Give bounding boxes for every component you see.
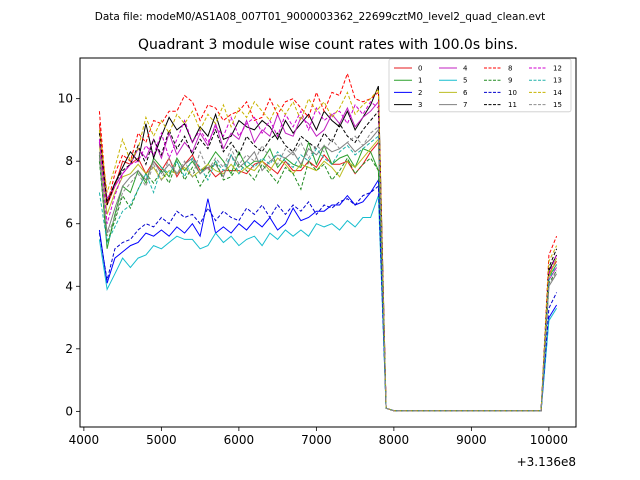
series-line-13: [98, 135, 558, 412]
series-line-14: [98, 87, 558, 412]
series-layer: [98, 72, 558, 412]
y-tick-label: 4: [65, 279, 73, 293]
legend-frame: [388, 58, 572, 113]
series-line-15: [98, 125, 558, 412]
series-line-2: [98, 178, 558, 412]
y-tick-label: 10: [58, 92, 73, 106]
x-tick-label: 9000: [456, 433, 487, 447]
suptitle: Data file: modeM0/AS1A08_007T01_90000033…: [95, 11, 546, 23]
series-line-5: [98, 195, 558, 412]
legend-label-3: 3: [418, 101, 422, 109]
x-tick-label: 4000: [69, 433, 100, 447]
axes-frame: [79, 57, 577, 428]
x-axis: 4000 5000 6000 7000 8000 9000 10000: [69, 427, 568, 447]
legend-label-11: 11: [508, 101, 517, 109]
legend-label-14: 14: [553, 89, 562, 97]
x-offset-label: +3.136e8: [517, 455, 576, 469]
x-tick-label: 8000: [379, 433, 410, 447]
y-tick-label: 6: [65, 217, 73, 231]
y-tick-label: 2: [65, 342, 73, 356]
legend-label-13: 13: [553, 77, 562, 85]
legend-label-12: 12: [553, 65, 562, 73]
legend-label-7: 7: [463, 101, 467, 109]
y-tick-label: 8: [65, 154, 73, 168]
legend-label-1: 1: [418, 77, 422, 85]
legend-label-9: 9: [508, 77, 512, 85]
legend-label-5: 5: [463, 77, 467, 85]
legend-label-15: 15: [553, 101, 562, 109]
series-line-6: [98, 137, 558, 412]
legend-label-0: 0: [418, 65, 422, 73]
x-tick-label: 5000: [146, 433, 177, 447]
legend-label-4: 4: [463, 65, 468, 73]
series-line-10: [98, 185, 558, 412]
y-tick-label: 0: [65, 404, 73, 418]
legend-label-6: 6: [463, 89, 468, 97]
legend-label-10: 10: [508, 89, 517, 97]
legend-label-8: 8: [508, 65, 512, 73]
chart-title: Quadrant 3 module wise count rates with …: [138, 37, 518, 53]
series-line-0: [98, 123, 558, 412]
x-tick-label: 6000: [224, 433, 255, 447]
legend-label-2: 2: [418, 89, 422, 97]
y-axis: 0 2 4 6 8 10: [58, 92, 80, 418]
x-tick-label: 10000: [530, 433, 568, 447]
series-line-8: [98, 72, 558, 412]
series-line-1: [98, 140, 558, 412]
series-line-9: [98, 157, 558, 412]
x-tick-label: 7000: [301, 433, 332, 447]
